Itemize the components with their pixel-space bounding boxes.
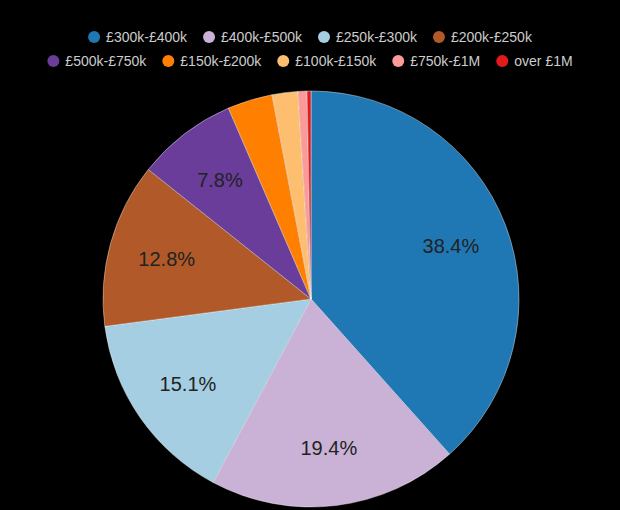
legend-swatch	[277, 55, 289, 67]
legend-swatch	[318, 31, 330, 43]
legend-swatch	[433, 31, 445, 43]
slice	[307, 91, 311, 299]
legend-item: £250k-£300k	[318, 29, 418, 45]
slice	[105, 299, 311, 483]
slice	[272, 91, 311, 299]
legend-label: £200k-£250k	[451, 29, 533, 45]
legend-item: £500k-£750k	[47, 53, 147, 69]
data-label: 38.4%	[423, 235, 480, 257]
data-labels: 38.4% 19.4% 15.1% 12.8% 7.8%	[138, 169, 479, 459]
legend-item: £750k-£1M	[392, 53, 480, 69]
legend-swatch	[88, 31, 100, 43]
legend-item: £150k-£200k	[162, 53, 262, 69]
legend-label: £500k-£750k	[65, 53, 147, 69]
data-label: 7.8%	[197, 169, 243, 191]
legend-swatch	[47, 55, 59, 67]
legend-label: £150k-£200k	[180, 53, 262, 69]
legend-item: £200k-£250k	[433, 29, 533, 45]
legend-label: £300k-£400k	[106, 29, 188, 45]
legend-label: £250k-£300k	[336, 29, 418, 45]
legend-swatch	[392, 55, 404, 67]
data-label: 12.8%	[138, 248, 195, 270]
chart: 38.4% 19.4% 15.1% 12.8% 7.8% £300k-£400k £400k…	[0, 0, 620, 510]
legend-item: £400k-£500k	[203, 29, 303, 45]
legend-item: £100k-£150k	[277, 53, 377, 69]
legend-label: £750k-£1M	[410, 53, 480, 69]
data-label: 19.4%	[300, 437, 357, 459]
legend-label: £400k-£500k	[221, 29, 303, 45]
legend-swatch	[203, 31, 215, 43]
slice	[298, 91, 311, 299]
data-label: 15.1%	[160, 373, 217, 395]
legend-swatch	[496, 55, 508, 67]
legend-label: £100k-£150k	[295, 53, 377, 69]
pie	[103, 91, 519, 507]
background	[0, 0, 620, 510]
legend-item: £300k-£400k	[88, 29, 188, 45]
legend-swatch	[162, 55, 174, 67]
legend: £300k-£400k £400k-£500k £250k-£300k £200k-£…	[47, 29, 572, 69]
legend-label: over £1M	[514, 53, 572, 69]
legend-item: over £1M	[496, 53, 572, 69]
